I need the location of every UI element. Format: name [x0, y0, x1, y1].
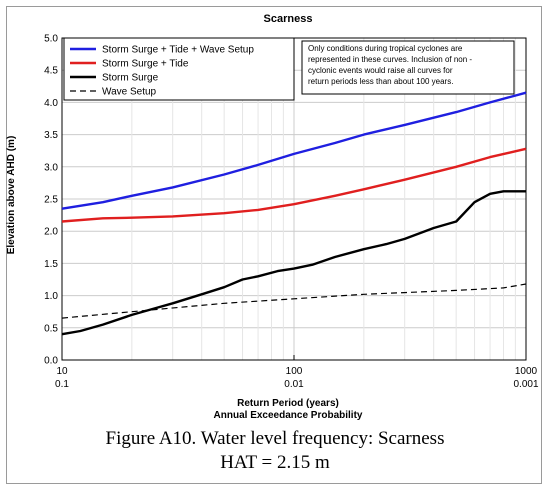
- y-tick-label: 4.5: [44, 66, 58, 77]
- chart-title: Scarness: [264, 13, 313, 25]
- note-line-1: Only conditions during tropical cyclones…: [308, 44, 463, 53]
- x-tick-label: 1000: [515, 366, 538, 377]
- x-tick-label-probability: 0.001: [513, 379, 538, 390]
- x-tick-label-probability: 0.1: [55, 379, 69, 390]
- note-line-2: represented in these curves. Inclusion o…: [308, 55, 472, 64]
- x-tick-label: 10: [56, 366, 68, 377]
- series-lines: [61, 91, 527, 336]
- legend-entry: Wave Setup: [102, 87, 157, 98]
- series-line: [61, 147, 527, 223]
- y-tick-label: 1.5: [44, 259, 58, 270]
- y-tick-label: 2.5: [44, 195, 58, 206]
- y-tick-label: 4.0: [44, 98, 58, 109]
- note-line-4: return periods less than about 100 years…: [308, 77, 453, 86]
- figure-caption: Figure A10. Water level frequency: Scarn…: [105, 428, 445, 449]
- series-line: [61, 91, 527, 210]
- x-tick-label: 100: [286, 366, 303, 377]
- legend-entry: Storm Surge + Tide: [102, 59, 189, 70]
- series-line: [61, 283, 527, 319]
- x-axis-label-secondary: Annual Exceedance Probability: [214, 410, 363, 421]
- x-tick-label-probability: 0.01: [284, 379, 304, 390]
- note-box: Only conditions during tropical cyclones…: [301, 40, 515, 95]
- y-tick-label: 3.5: [44, 130, 58, 141]
- y-tick-label: 1.0: [44, 291, 58, 302]
- y-tick-label: 0.5: [44, 323, 58, 334]
- y-axis-label: Elevation above AHD (m): [6, 136, 17, 255]
- note-line-3: cyclonic events would raise all curves f…: [308, 66, 453, 75]
- legend-box: [63, 37, 295, 101]
- water-level-chart: 0.0 0.5 1.0 1.5 2.0 2.5 3.0 3.5 4.0 4.5 5.0 10 0.1 10…: [6, 13, 539, 421]
- figure-subcaption: HAT = 2.15 m: [220, 452, 330, 473]
- x-axis-label: Return Period (years): [237, 398, 339, 409]
- y-tick-label: 2.0: [44, 227, 58, 238]
- legend: Storm Surge + Tide + Wave Setup Storm Sur…: [63, 37, 295, 101]
- legend-entry: Storm Surge: [102, 73, 159, 84]
- legend-entry: Storm Surge + Tide + Wave Setup: [102, 45, 254, 56]
- y-tick-label: 0.0: [44, 356, 58, 367]
- y-tick-label: 5.0: [44, 34, 58, 45]
- note-frame: [301, 40, 515, 95]
- y-tick-label: 3.0: [44, 162, 58, 173]
